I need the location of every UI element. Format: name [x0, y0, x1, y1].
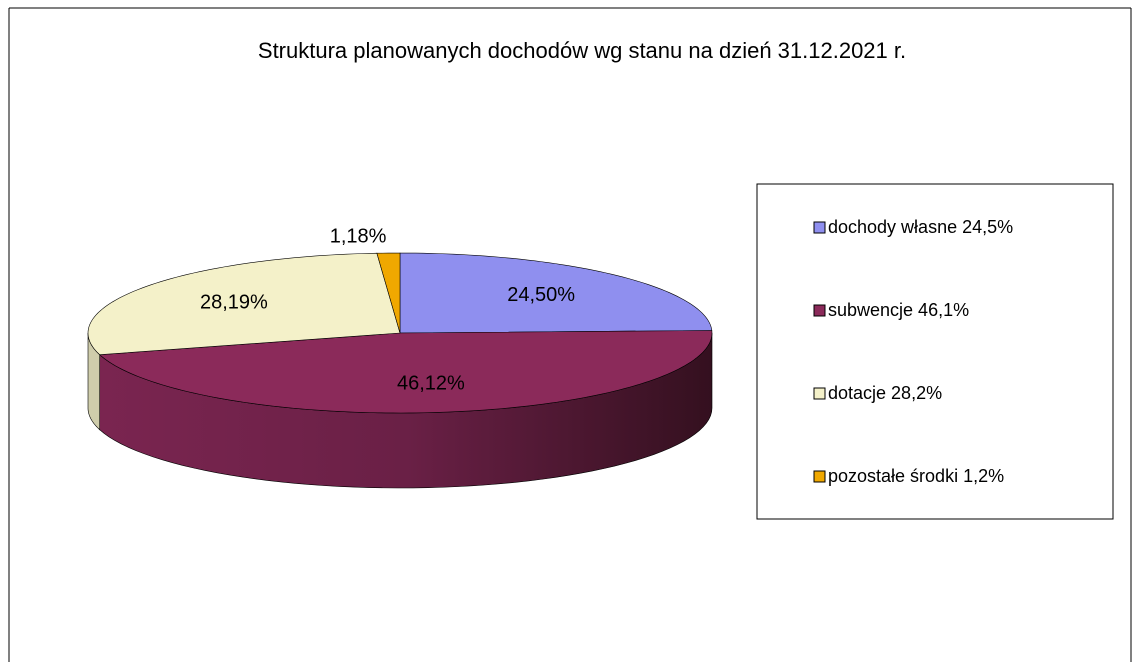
slice	[376, 252, 401, 334]
legend-swatch	[813, 304, 826, 317]
data-label: 1,18%	[330, 225, 387, 247]
legend-swatch	[813, 470, 826, 483]
legend-swatch	[813, 387, 826, 400]
legend-swatch	[813, 221, 826, 234]
legend-box	[756, 183, 1114, 520]
chart-title: Struktura planowanych dochodów wg stanu …	[258, 38, 906, 63]
data-label: 46,12%	[397, 373, 465, 395]
legend-text: pozostałe środki 1,2%	[828, 466, 1004, 486]
data-label: 24,50%	[507, 284, 575, 306]
slice	[399, 252, 713, 334]
data-label: 28,19%	[200, 291, 268, 313]
legend-text: dotacje 28,2%	[828, 383, 942, 403]
pie	[87, 252, 713, 489]
legend-text: dochody własne 24,5%	[828, 217, 1013, 237]
slice	[87, 252, 401, 356]
legend-text: subwencje 46,1%	[828, 300, 969, 320]
slice	[98, 330, 713, 414]
